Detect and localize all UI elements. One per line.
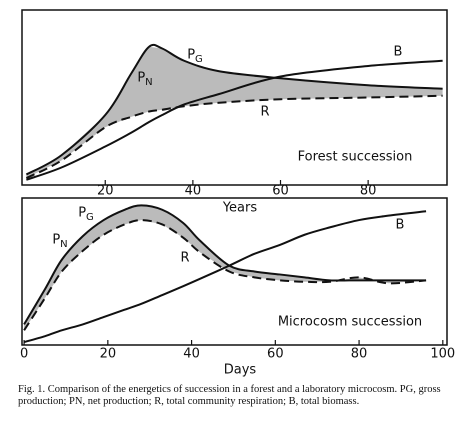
shaded-label: PN — [52, 233, 67, 251]
series-label: PG — [187, 48, 203, 66]
figure: PG R B PN Forest succession 20 40 60 80 Years PG R B… — [20, 9, 455, 378]
x-axis-label: Days — [224, 363, 257, 378]
series-label: R — [260, 105, 269, 120]
annotation: Microcosm succession — [278, 315, 422, 330]
x-tick-label: 20 — [100, 347, 117, 362]
curve — [23, 210, 427, 344]
x-tick-label: 80 — [360, 184, 377, 199]
plot-frame — [21, 9, 448, 186]
series-label: B — [394, 45, 403, 60]
x-tick-label: 40 — [183, 347, 200, 362]
x-tick-label: 40 — [185, 184, 202, 199]
curve — [25, 94, 443, 179]
x-tick-label: 80 — [351, 347, 368, 362]
annotation: Forest succession — [298, 150, 413, 165]
x-tick-label: 60 — [267, 347, 284, 362]
series-label: R — [180, 251, 189, 266]
caption: Fig. 1. Comparison of the energetics of … — [18, 384, 441, 407]
x-tick-label: 60 — [272, 184, 289, 199]
curve — [23, 204, 427, 325]
series-label: B — [396, 218, 405, 233]
shaded-area — [26, 46, 443, 178]
x-tick-label: 20 — [97, 184, 114, 199]
x-axis-label: Years — [222, 201, 258, 216]
x-tick-label: 100 — [430, 347, 455, 362]
x-tick-label: 0 — [20, 347, 28, 362]
curve — [26, 59, 443, 181]
series-label: PG — [78, 206, 94, 224]
curve — [25, 43, 443, 176]
plot-frame — [21, 197, 448, 346]
